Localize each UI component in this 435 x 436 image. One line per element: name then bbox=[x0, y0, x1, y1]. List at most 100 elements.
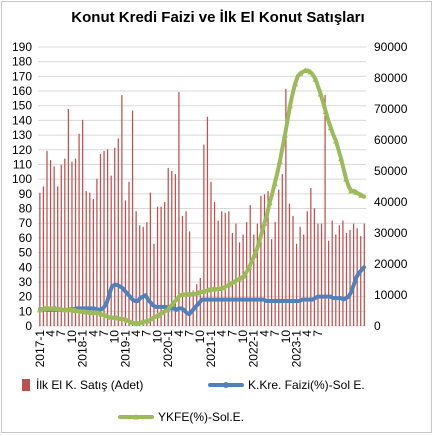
bar bbox=[328, 240, 330, 326]
series-point bbox=[98, 311, 105, 317]
x-tick-label: 4 bbox=[43, 330, 57, 337]
bar bbox=[92, 198, 94, 326]
series-point bbox=[246, 264, 253, 270]
series-point bbox=[184, 291, 191, 297]
left-axis: 0102030405060708090100110120130140150160… bbox=[12, 40, 32, 333]
legend-label: YKFE(%)-Sol.E. bbox=[158, 410, 244, 424]
left-tick-label: 140 bbox=[12, 113, 32, 127]
bar bbox=[213, 202, 216, 326]
bar bbox=[64, 158, 66, 326]
series-point bbox=[133, 320, 140, 326]
series-point bbox=[348, 187, 355, 194]
legend-swatch bbox=[22, 379, 30, 391]
x-tick-label: 10 bbox=[279, 330, 293, 344]
x-tick-label: 4 bbox=[257, 330, 271, 337]
right-tick-label: 30000 bbox=[374, 226, 408, 240]
bar bbox=[85, 191, 87, 326]
bar bbox=[352, 223, 355, 326]
x-tick-label: 4 bbox=[300, 330, 314, 337]
bar bbox=[74, 158, 77, 326]
bar bbox=[292, 215, 294, 326]
left-tick-label: 60 bbox=[19, 231, 33, 245]
series-point bbox=[108, 314, 115, 320]
series-point bbox=[67, 306, 74, 313]
right-tick-label: 40000 bbox=[374, 195, 408, 209]
bar bbox=[306, 211, 308, 326]
x-tick-label: 7 bbox=[225, 330, 239, 337]
x-tick-label: 10 bbox=[108, 330, 122, 344]
bar bbox=[156, 206, 159, 326]
series-point bbox=[287, 102, 294, 109]
bar bbox=[231, 233, 234, 326]
left-tick-label: 190 bbox=[12, 40, 32, 54]
series-point bbox=[210, 286, 217, 292]
right-tick-label: 50000 bbox=[374, 164, 408, 178]
bar bbox=[281, 174, 283, 326]
bar bbox=[256, 223, 258, 326]
bar bbox=[299, 226, 301, 326]
x-tick-label: 4 bbox=[172, 330, 186, 337]
bar bbox=[338, 225, 340, 326]
bar bbox=[149, 192, 152, 326]
bar bbox=[263, 194, 266, 326]
bar bbox=[60, 164, 62, 326]
series-point bbox=[144, 317, 151, 324]
bar bbox=[57, 186, 59, 326]
series-point bbox=[72, 307, 79, 314]
series-point bbox=[123, 317, 130, 323]
series-point bbox=[200, 288, 207, 294]
bar bbox=[235, 223, 237, 326]
bar bbox=[363, 223, 365, 326]
bar bbox=[110, 175, 112, 326]
bar bbox=[238, 242, 241, 326]
series-point bbox=[332, 137, 339, 144]
series-point bbox=[77, 308, 84, 314]
left-tick-label: 150 bbox=[12, 99, 32, 113]
series-point bbox=[307, 68, 314, 75]
bar bbox=[167, 167, 169, 326]
series-point bbox=[312, 76, 319, 82]
bar bbox=[135, 211, 137, 326]
series-point bbox=[358, 192, 365, 198]
bar bbox=[288, 203, 291, 326]
left-tick-label: 130 bbox=[12, 128, 32, 142]
right-axis: 0 10000 20000 30000 40000 50000 60000 70000 8000… bbox=[374, 40, 408, 333]
left-tick-label: 40 bbox=[19, 260, 33, 274]
series-point bbox=[327, 124, 334, 131]
x-tick-label: 10 bbox=[150, 330, 164, 344]
bar-series bbox=[39, 88, 365, 326]
x-tick-label: 10 bbox=[65, 330, 79, 344]
left-tick-label: 180 bbox=[12, 55, 32, 69]
left-tick-label: 160 bbox=[12, 84, 32, 98]
left-tick-label: 80 bbox=[19, 202, 33, 216]
series-point bbox=[113, 314, 120, 321]
bar bbox=[185, 211, 187, 326]
x-tick-label: 4 bbox=[86, 330, 100, 337]
bar bbox=[285, 88, 287, 326]
series-point bbox=[251, 252, 258, 259]
bar bbox=[203, 144, 205, 326]
bar bbox=[67, 109, 70, 326]
bar bbox=[131, 110, 134, 326]
bar bbox=[139, 225, 141, 326]
bar bbox=[89, 192, 91, 326]
bar bbox=[335, 234, 337, 326]
series-point bbox=[62, 306, 69, 313]
chart-title: Konut Kredi Faizi ve İlk El Konut Satışl… bbox=[71, 9, 364, 26]
x-tick-label: 7 bbox=[54, 330, 68, 337]
bar bbox=[324, 95, 326, 326]
x-tick-label: 2023-1 bbox=[289, 330, 303, 368]
bar bbox=[174, 174, 176, 326]
right-tick-label: 90000 bbox=[374, 40, 408, 54]
bar bbox=[270, 239, 273, 326]
bar bbox=[342, 220, 344, 326]
series-point bbox=[164, 306, 171, 313]
series-point bbox=[353, 189, 360, 195]
left-tick-label: 90 bbox=[19, 187, 33, 201]
x-tick-label: 10 bbox=[236, 330, 250, 344]
left-tick-label: 100 bbox=[12, 172, 32, 186]
bar bbox=[124, 200, 127, 326]
bar bbox=[103, 150, 105, 326]
bar bbox=[242, 234, 244, 326]
legend: İlk El K. Satış (Adet) K.Kre. Faizi(%)-So… bbox=[22, 378, 365, 424]
